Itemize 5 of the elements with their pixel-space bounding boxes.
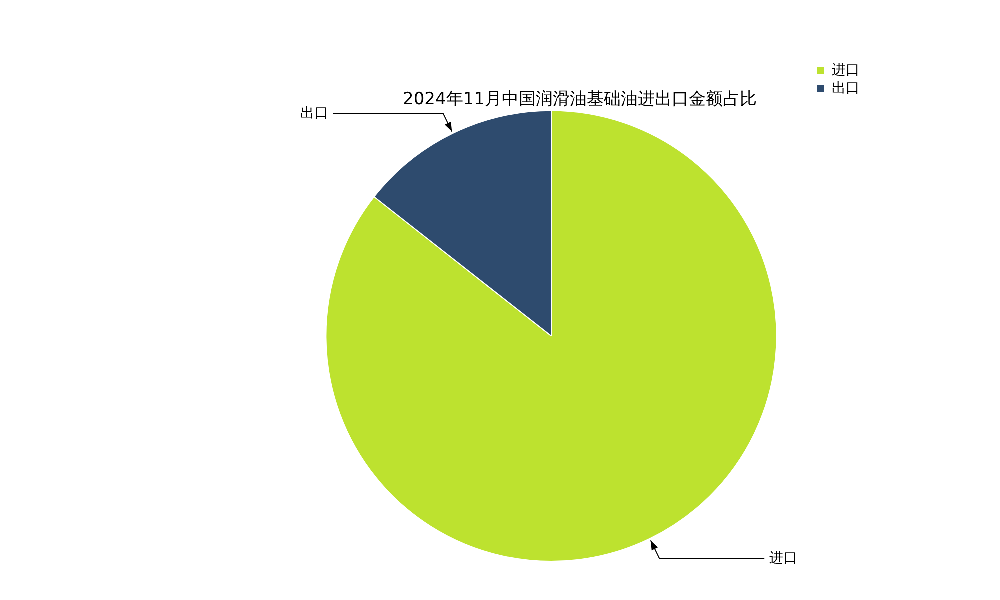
legend-label: 出口 [832, 80, 860, 97]
text: 2024年11月中国润滑油基础油进出口金额占比 [403, 90, 757, 110]
slice-label: 进口 [770, 550, 798, 566]
slice-label: 出口 [300, 105, 328, 122]
legend-label: 进口 [832, 62, 860, 79]
